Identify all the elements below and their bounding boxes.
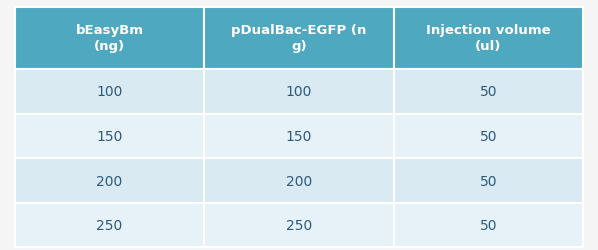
Text: 250: 250 [286,218,312,232]
Text: 50: 50 [480,218,497,232]
Bar [204,114,394,159]
Text: 50: 50 [480,130,497,143]
Bar [394,203,583,248]
Text: bEasyBm
(ng): bEasyBm (ng) [75,24,144,53]
Text: 250: 250 [96,218,123,232]
Text: 150: 150 [286,130,312,143]
Text: 100: 100 [96,85,123,99]
Text: Injection volume
(ul): Injection volume (ul) [426,24,551,53]
Text: 150: 150 [96,130,123,143]
Bar [204,159,394,203]
Bar [15,203,204,248]
Bar [394,8,583,70]
Text: 50: 50 [480,174,497,188]
Bar [394,70,583,114]
Bar [15,70,204,114]
Bar [394,159,583,203]
Text: 50: 50 [480,85,497,99]
Bar [394,114,583,159]
Bar [204,203,394,248]
Bar [15,8,204,70]
Bar [204,8,394,70]
Bar [204,70,394,114]
Text: 100: 100 [286,85,312,99]
Text: pDualBac-EGFP (n
g): pDualBac-EGFP (n g) [231,24,367,53]
Text: 200: 200 [96,174,123,188]
Bar [15,159,204,203]
Text: 200: 200 [286,174,312,188]
Bar [15,114,204,159]
